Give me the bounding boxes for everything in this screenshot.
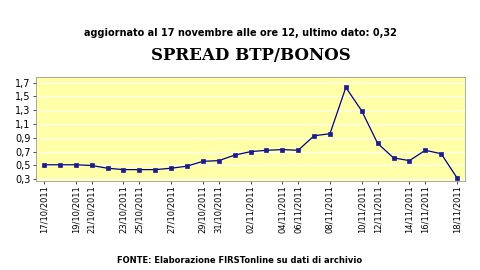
Title: SPREAD BTP/BONOS: SPREAD BTP/BONOS [151, 48, 350, 65]
Text: FONTE: Elaborazione FIRSTonline su dati di archivio: FONTE: Elaborazione FIRSTonline su dati … [118, 256, 362, 265]
Text: aggiornato al 17 novembre alle ore 12, ultimo dato: 0,32: aggiornato al 17 novembre alle ore 12, u… [84, 28, 396, 38]
